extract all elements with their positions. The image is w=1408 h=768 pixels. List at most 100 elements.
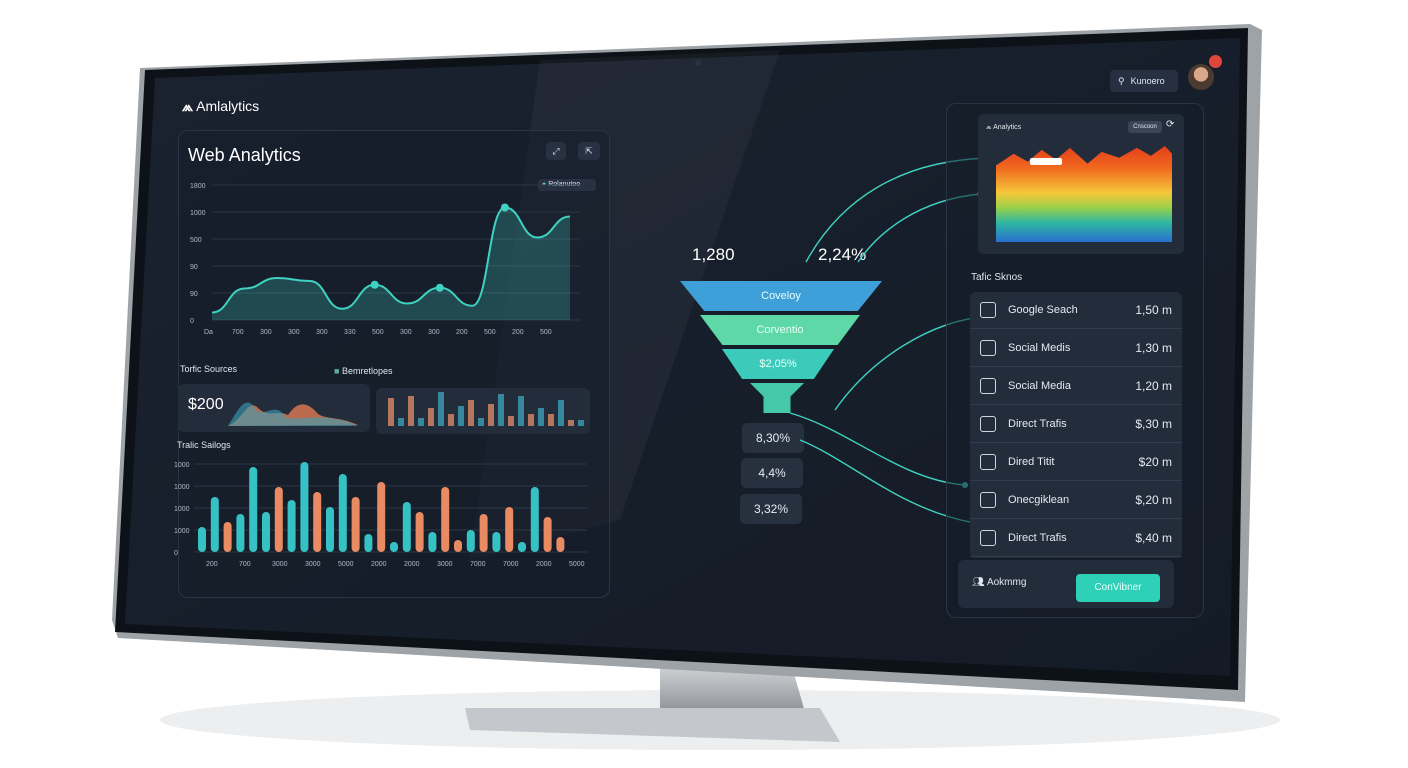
x-tick: 500 — [484, 329, 496, 336]
x-tick: 2000 — [404, 561, 420, 568]
y-tick: 1000 — [190, 210, 206, 217]
bar[interactable] — [223, 522, 232, 552]
search-icon — [980, 302, 996, 318]
bar[interactable] — [210, 497, 219, 552]
mini-bar — [578, 420, 584, 426]
mini-bar — [438, 392, 444, 426]
source-value: $20 m — [1138, 455, 1172, 469]
x-tick: 300 — [400, 329, 412, 336]
x-tick: 300 — [288, 329, 300, 336]
bar[interactable] — [274, 487, 283, 552]
bar[interactable] — [198, 527, 206, 552]
x-tick: 3000 — [272, 561, 288, 568]
x-tick: 3000 — [437, 561, 453, 568]
bar[interactable] — [479, 514, 488, 552]
funnel-visits: 1,280 — [692, 245, 735, 264]
mini-title: ⩕ Analytics — [986, 124, 1022, 131]
page-title: Web Analytics — [188, 145, 301, 165]
sparkline-card: $200 — [178, 384, 370, 432]
x-tick: 700 — [239, 561, 251, 568]
x-tick: 300 — [316, 329, 328, 336]
y-tick: 90 — [190, 291, 198, 298]
bar[interactable] — [377, 482, 386, 552]
bar[interactable] — [338, 474, 347, 552]
traffic-savings-title: Tralic Sailogs — [177, 440, 231, 450]
heatmap-card: ⩕ Analytics Cnscoon ⟳ — [978, 114, 1184, 254]
bar[interactable] — [249, 467, 258, 552]
source-value: 1,30 m — [1135, 341, 1172, 355]
monitor-base — [465, 708, 840, 742]
source-row[interactable]: Social Media 1,20 m — [970, 368, 1182, 405]
source-row[interactable]: Direct Trafis $,40 m — [970, 520, 1182, 557]
source-row[interactable]: Dired Titit $20 m — [970, 444, 1182, 481]
sources-list: Google Seach 1,50 m Social Medis 1,30 m Soci… — [970, 292, 1182, 558]
funnel-stage-3[interactable]: $2,05% — [722, 349, 834, 379]
source-value: $,40 m — [1135, 531, 1172, 545]
traffic-legend-label: Bemretlopes — [341, 366, 393, 376]
share-button[interactable]: ⇱ — [578, 142, 600, 160]
x-tick: 700 — [232, 329, 244, 336]
x-tick: 330 — [344, 329, 356, 336]
bar[interactable] — [466, 530, 475, 552]
x-tick: 2000 — [536, 561, 552, 568]
notification-badge[interactable] — [1209, 55, 1222, 68]
amount-value: $200 — [188, 396, 224, 413]
bar[interactable] — [454, 540, 462, 552]
data-point[interactable] — [435, 283, 444, 292]
bar[interactable] — [236, 514, 245, 552]
y-tick: 0 — [190, 318, 194, 325]
bar[interactable] — [287, 500, 296, 552]
bar[interactable] — [530, 487, 539, 552]
bar[interactable] — [300, 462, 309, 552]
bar[interactable] — [543, 517, 552, 552]
continue-button[interactable]: ConVibner — [1076, 574, 1160, 602]
check-icon — [980, 492, 996, 508]
search-button[interactable]: ⚲ Kunoero — [1110, 70, 1178, 92]
mini-title-text: Analytics — [993, 124, 1022, 131]
mini-bar — [488, 404, 494, 426]
user-avatar[interactable] — [1188, 64, 1214, 90]
x-tick: 300 — [260, 329, 272, 336]
funnel-stage-1[interactable]: Coveloy — [680, 281, 882, 311]
source-row[interactable]: Onecgiklean $,20 m — [970, 482, 1182, 519]
bar[interactable] — [351, 497, 360, 552]
sources-title: Tafic Sknos — [971, 272, 1023, 283]
expand-button[interactable]: ⤢ — [546, 142, 566, 160]
footer-item: 👥︎ Aokmmg — [972, 577, 1026, 588]
mini-bar — [518, 396, 524, 426]
source-row[interactable]: Google Seach 1,50 m — [970, 292, 1182, 329]
source-value: 1,50 m — [1135, 303, 1172, 317]
mini-bar — [568, 420, 574, 426]
bar[interactable] — [262, 512, 270, 552]
webcam — [695, 60, 701, 66]
mini-button[interactable]: Cnscoon — [1128, 121, 1162, 133]
data-point[interactable] — [500, 203, 509, 212]
bar[interactable] — [364, 534, 373, 552]
bar[interactable] — [505, 507, 514, 552]
funnel-result: 4,4% — [741, 458, 803, 488]
line-chart: 0 90 90 500 1000 1800 Da 700 300 300 300 330 500 300 3… — [190, 183, 580, 336]
refresh-icon[interactable]: ⟳ — [1166, 119, 1175, 130]
bar[interactable] — [556, 537, 565, 552]
x-tick: 300 — [428, 329, 440, 336]
bar[interactable] — [402, 502, 411, 552]
bar[interactable] — [518, 542, 526, 552]
bar[interactable] — [492, 532, 501, 552]
bar[interactable] — [415, 512, 424, 552]
data-point[interactable] — [370, 280, 379, 289]
funnel-stage-2[interactable]: Corventio — [700, 315, 860, 345]
traffic-legend: ■ Bemretlopes — [334, 366, 393, 376]
source-row[interactable]: Direct Trafis $,30 m — [970, 406, 1182, 443]
funnel-result: 3,32% — [740, 494, 802, 524]
bar[interactable] — [313, 492, 322, 552]
bar[interactable] — [390, 542, 398, 552]
mini-bar — [458, 406, 464, 426]
source-row[interactable]: Social Medis 1,30 m — [970, 330, 1182, 367]
bar[interactable] — [326, 507, 334, 552]
x-tick: 5000 — [569, 561, 585, 568]
mini-bar — [508, 416, 514, 426]
bar[interactable] — [428, 532, 437, 552]
grid-icon — [980, 416, 996, 432]
bar[interactable] — [441, 487, 450, 552]
source-label: Direct Trafis — [1008, 532, 1067, 544]
